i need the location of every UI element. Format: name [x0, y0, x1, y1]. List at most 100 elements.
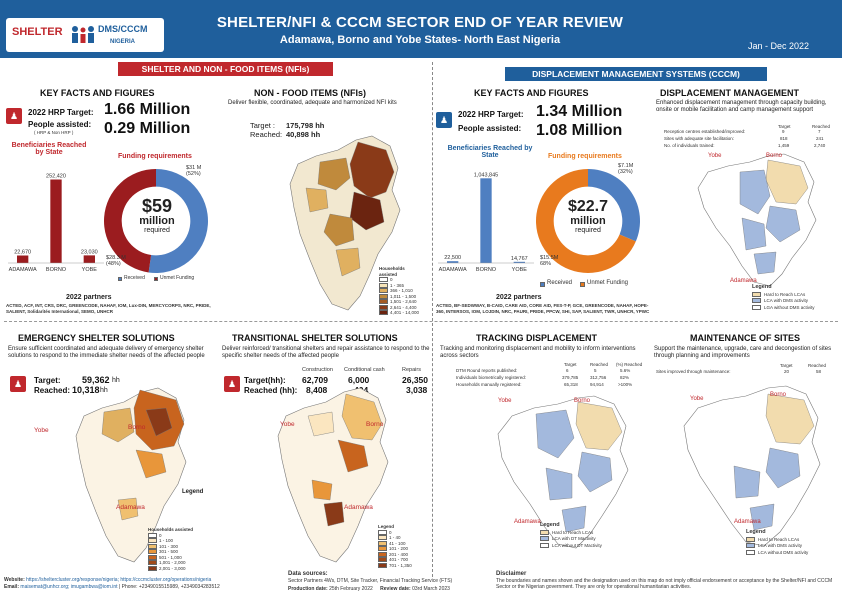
page-subtitle: Adamawa, Borno and Yobe States- North Ea…: [279, 34, 561, 46]
td-title: TRACKING DISPLACEMENT: [476, 333, 597, 343]
cccm-hrp-label: 2022 HRP Target:: [458, 110, 524, 119]
nfi-funding-received-label: $31 M (52%): [186, 165, 202, 177]
es-legend-label: 101 - 300: [159, 543, 179, 549]
legend-swatch: [746, 549, 755, 555]
td-row-label-2: Households manually registered:: [456, 382, 522, 387]
dm-row-label-1: Sites with adequate site facilitation:: [664, 136, 735, 141]
ts-target-conditional: 6,000: [348, 375, 370, 385]
td-map-legend: Legend Hard to Reach LCAs LCA with DT Ma…: [540, 522, 630, 548]
cccm-funding-unmet-label: $15.5M 68%: [540, 255, 559, 267]
family-icon: ♟: [436, 112, 452, 128]
legend-swatch: [379, 293, 388, 299]
dm-map-label-borno: Borno: [766, 153, 783, 159]
dm-legend-title: Legend: [752, 284, 772, 290]
vertical-divider: [432, 62, 433, 577]
footer-production-label: Production date:: [288, 586, 328, 592]
nfi-facts-title: KEY FACTS AND FIGURES: [40, 88, 155, 98]
bar-adamawa: [447, 261, 459, 263]
legend-swatch: [378, 529, 387, 535]
ts-description: Deliver reinforced/ transitional shelter…: [222, 346, 430, 359]
ts-legend-label: 701 - 1,350: [389, 562, 412, 568]
footer-sources-label: Data sources:: [288, 571, 328, 577]
dm-legend-row: LCA with DMS activity: [752, 298, 838, 304]
td-map-label-adamawa: Adamawa: [514, 519, 541, 525]
es-legend-subtitle: Households assisted: [148, 527, 194, 532]
es-map-label-adamawa: Adamawa: [116, 504, 145, 511]
ts-legend-row: 0: [378, 530, 430, 536]
ms-legend-row: LCA with DMS activity: [746, 543, 838, 549]
cccm-funding-center-unit: million: [570, 215, 606, 227]
footer-email-label: Email:: [4, 584, 20, 590]
cccm-section-banner: DISPLACEMENT MANAGEMENT SYSTEMS (CCCM): [505, 67, 767, 81]
footer-sources-text: Sector Partners 4Ws, DTM, Site Tracker, …: [288, 578, 453, 584]
es-legend-label: 2,001 - 3,000: [159, 565, 186, 571]
nfi-legend-label: 0: [390, 277, 393, 282]
ts-legend-row: 101 - 200: [378, 546, 430, 552]
td-row-pct-1: 82%: [620, 375, 630, 380]
legend-swatch: [148, 549, 157, 555]
td-row-reached-0: 5: [594, 368, 597, 373]
dm-row-target-0: 9: [782, 129, 785, 134]
donut-slice-received: [588, 169, 640, 242]
nfi-beneficiaries-title: Beneficiaries Reached by State: [11, 142, 87, 156]
logo-shelter-text: SHELTER: [12, 26, 63, 38]
nfi-hrp-value: 1.66 Million: [104, 101, 191, 118]
legend-swatch-received: [118, 277, 122, 281]
td-row-label-0: DTM Round reports published:: [456, 368, 518, 373]
nfi-assisted-note: ( HRP & Non HRP ): [34, 130, 74, 135]
td-legend-label: LCA without DT Mactivity: [552, 542, 602, 548]
dm-map: [697, 153, 817, 287]
ts-col-construction: Construction: [302, 367, 333, 373]
dm-map-label-adamawa: Adamawa: [730, 278, 757, 284]
nfi-legend-label: 366 - 1,010: [390, 288, 413, 293]
bar-adamawa: [17, 255, 29, 263]
nfi-assisted-label: People assisted:: [28, 120, 92, 129]
cccm-partners-list: ACTED, BF-SEDWWAY, B-CAID, CARE AID, COR…: [436, 303, 650, 314]
ts-map-label-yobe: Yobe: [280, 421, 295, 428]
legend-swatch: [379, 288, 388, 294]
cccm-beneficiaries-title: Beneficiaries Reached by State: [447, 145, 533, 159]
nfi-legend-received: Received: [124, 275, 145, 281]
nfi-target-label: Target :: [250, 121, 276, 130]
ms-map-legend: Legend Hard to Reach LCAs LCA with DMS a…: [746, 529, 838, 555]
nfi-funding-center-required: required: [144, 227, 170, 234]
td-map-label-yobe: Yobe: [498, 398, 512, 404]
dm-row-label-0: Reception centres established/improved:: [664, 129, 746, 134]
ts-map-label-borno: Borno: [366, 421, 384, 428]
bar-value-label: 1,043,845: [474, 172, 498, 178]
ts-target-construction: 62,709: [302, 375, 328, 385]
dm-row-reached-1: 241: [816, 136, 824, 141]
bar-yobe: [83, 255, 95, 263]
family-icon: ♟: [224, 376, 240, 392]
footer-website-links[interactable]: https://sheltercluster.org/response/nige…: [26, 577, 212, 583]
footer-review-label: Review date:: [380, 586, 411, 592]
td-col-reached: Reached: [590, 362, 609, 367]
logo-cccm-text: DMS/CCCM: [98, 24, 148, 34]
ms-legend-label: LCA with DMS activity: [758, 543, 803, 548]
ms-map-label-borno: Borno: [770, 392, 787, 398]
bar-value-label: 23,030: [81, 249, 98, 255]
cccm-beneficiaries-bar-chart: 22,500 ADAMAWA 1,043,845 BORNO 14,767 YOBE: [438, 172, 534, 273]
td-legend-row: LCA with DT Mactivity: [540, 536, 630, 542]
legend-swatch: [379, 304, 388, 310]
nfi-target-value: 175,798 hh: [286, 121, 325, 130]
footer-phone: | Phone: +2349015515989, +2349034283512: [118, 584, 220, 590]
dm-legend-label: LCA with DMS activity: [764, 298, 809, 303]
nfi-assisted-value: 0.29 Million: [104, 120, 191, 137]
nfi-legend-row: 366 - 1,010: [379, 288, 421, 294]
td-row-target-1: 379,785: [562, 375, 579, 380]
nfi-funding-title: Funding requirements: [118, 153, 192, 160]
es-map: [75, 387, 187, 563]
footer-disclaimer-label: Disclaimer: [496, 571, 527, 577]
nfi-beneficiaries-bar-chart: 22,670 ADAMAWA 252,420 BORNO 23,030 YOBE: [8, 174, 104, 273]
legend-swatch: [746, 543, 755, 549]
dm-title: DISPLACEMENT MANAGEMENT: [660, 88, 799, 98]
es-target-unit: hh: [112, 377, 120, 384]
legend-swatch: [752, 291, 761, 297]
ts-legend-row: 1 - 40: [378, 535, 430, 541]
footer-email-links[interactable]: maisemat@unhcr.org; imugambwa@iom.int: [20, 584, 118, 590]
dm-row-target-2: 1,459: [778, 143, 790, 148]
es-target-label: Target:: [34, 376, 61, 385]
bar-value-label: 22,500: [444, 255, 461, 261]
legend-swatch: [746, 536, 755, 542]
